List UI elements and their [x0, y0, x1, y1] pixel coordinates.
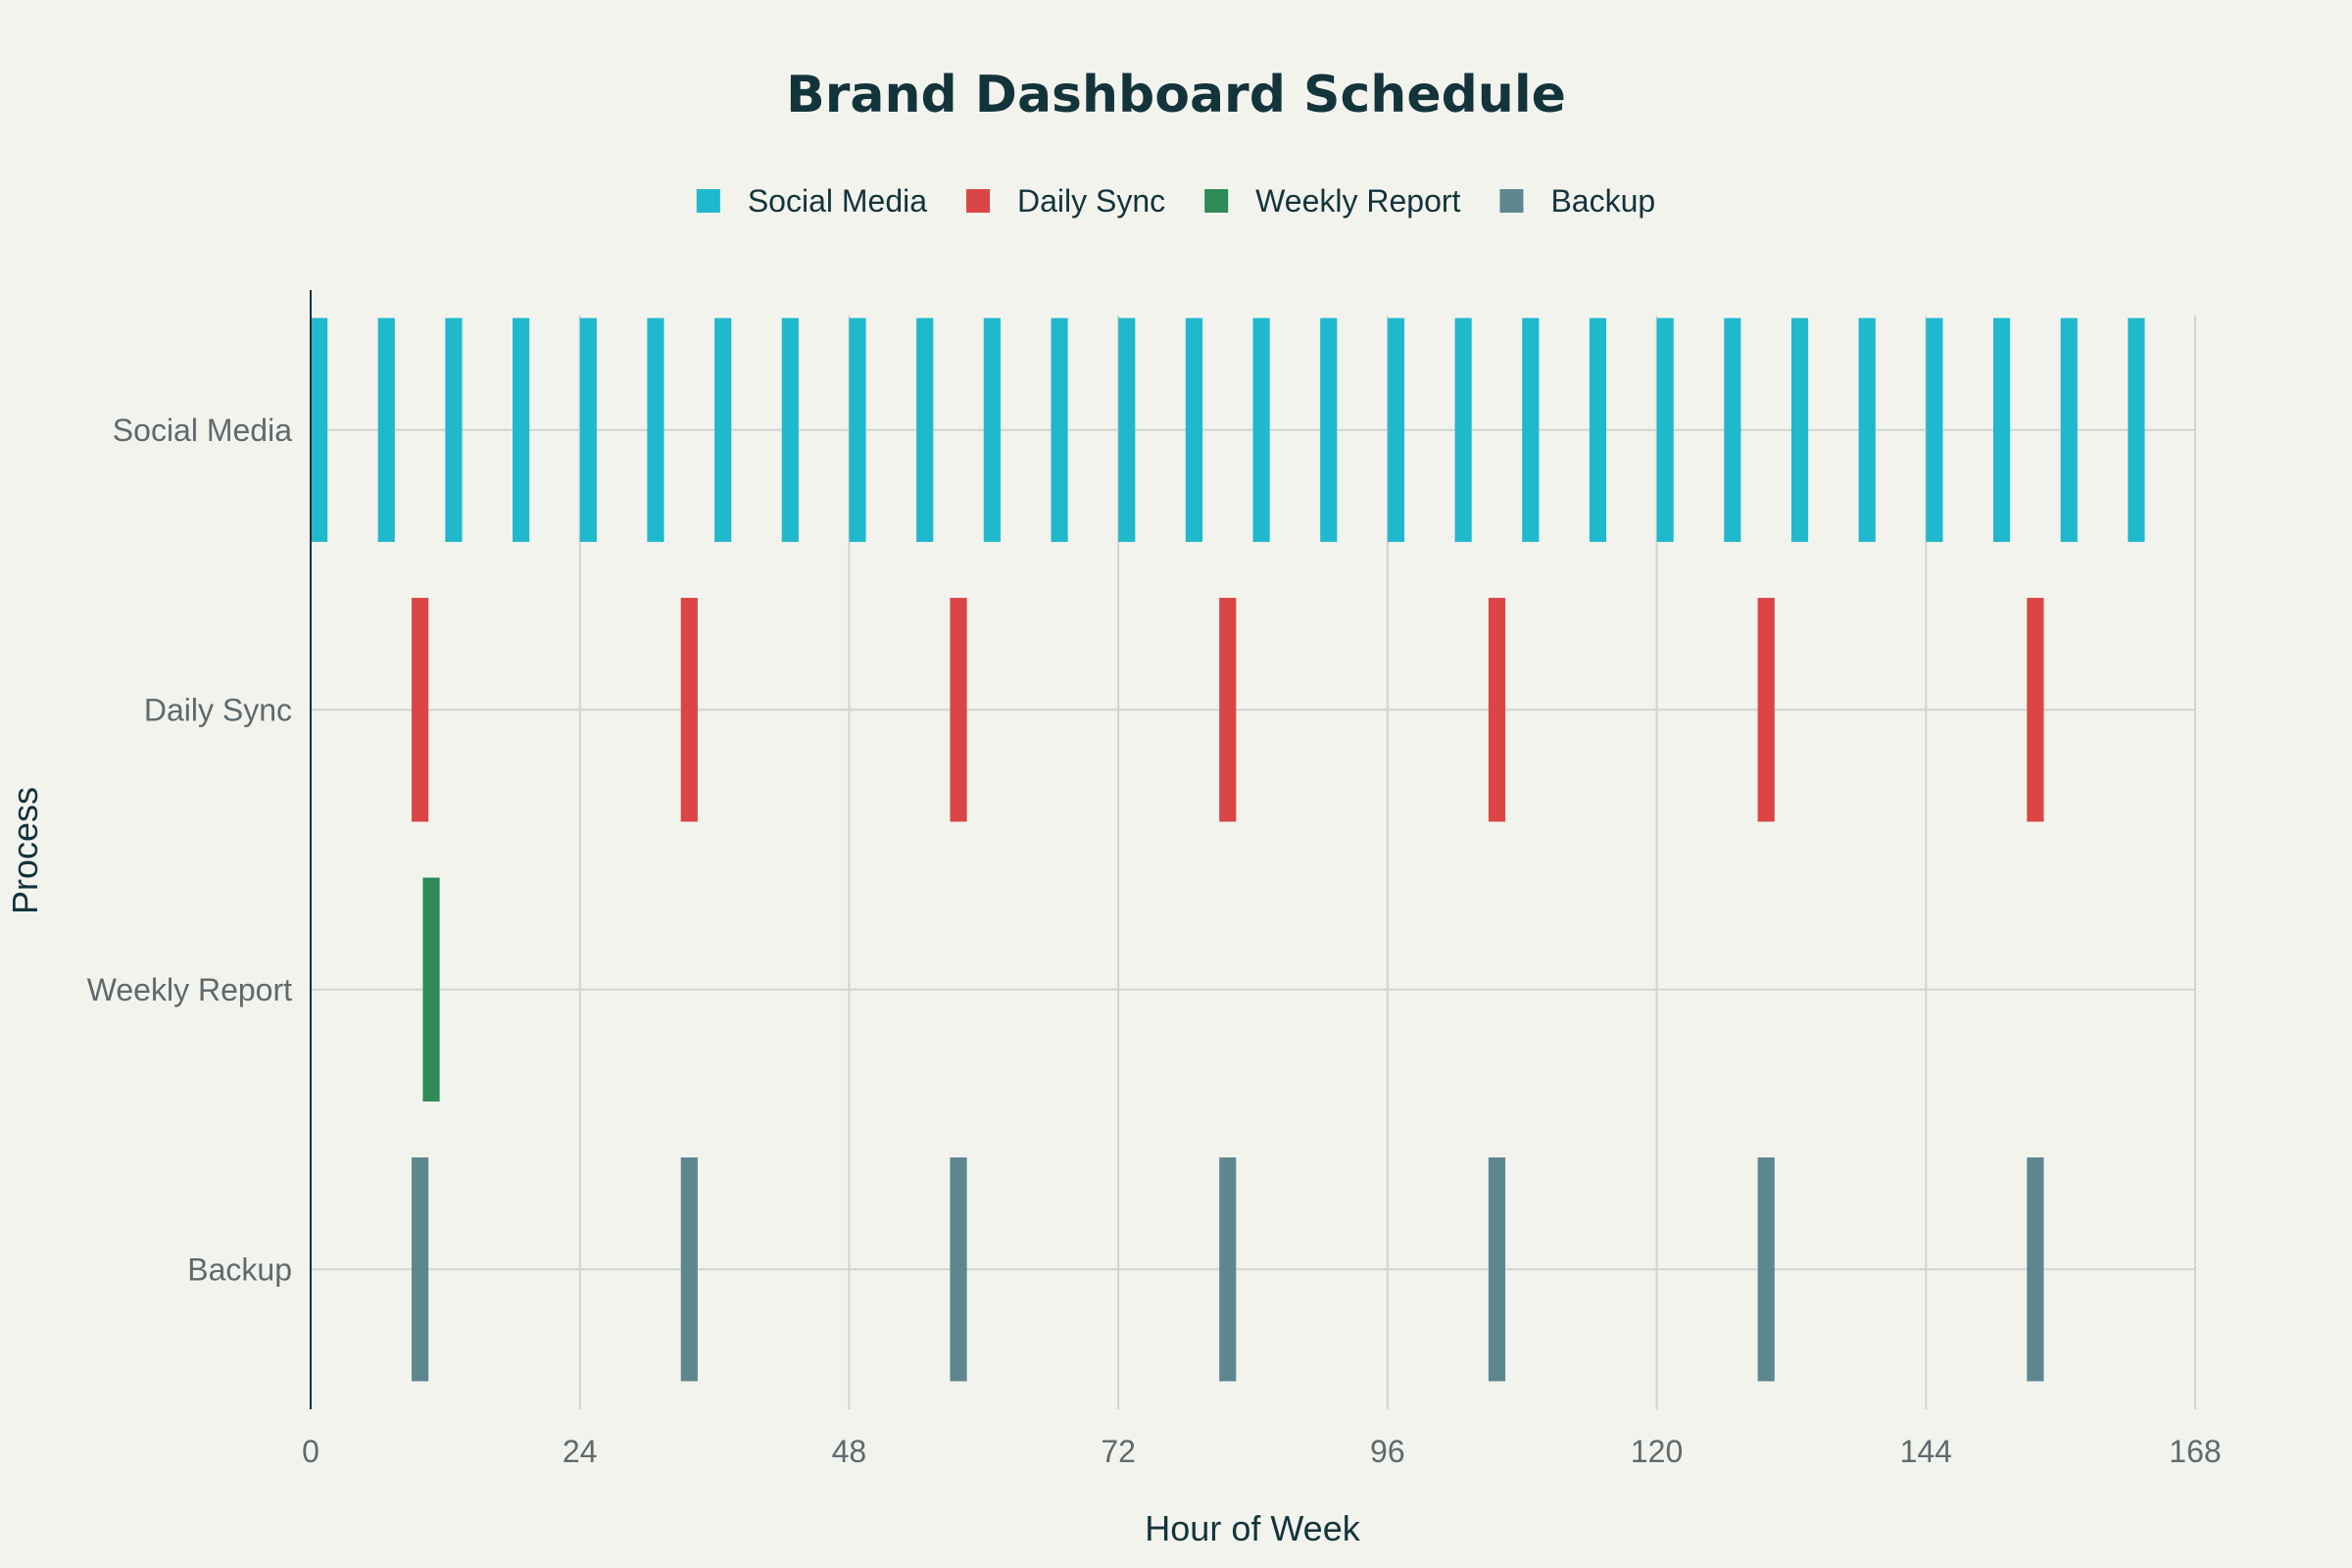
schedule-bar[interactable]	[1757, 598, 1775, 822]
schedule-bar[interactable]	[1219, 1157, 1237, 1382]
legend-label: Weekly Report	[1255, 183, 1460, 219]
schedule-bar[interactable]	[2027, 1157, 2044, 1382]
schedule-bar[interactable]	[1790, 318, 1809, 542]
schedule-bar[interactable]	[1387, 318, 1405, 542]
legend-swatch	[696, 189, 720, 213]
legend-item[interactable]: Social Media	[696, 183, 927, 219]
schedule-bar[interactable]	[714, 318, 732, 542]
schedule-bar[interactable]	[781, 318, 799, 542]
schedule-bar[interactable]	[311, 318, 328, 542]
schedule-bar[interactable]	[916, 318, 934, 542]
schedule-bar[interactable]	[377, 318, 395, 542]
schedule-bar[interactable]	[983, 318, 1001, 542]
schedule-bar[interactable]	[1252, 318, 1270, 542]
schedule-bar[interactable]	[1656, 318, 1674, 542]
schedule-bar[interactable]	[849, 318, 866, 542]
schedule-bar[interactable]	[513, 318, 530, 542]
legend-item[interactable]: Backup	[1499, 183, 1655, 219]
x-tick-label: 168	[2169, 1434, 2221, 1469]
y-tick-label: Social Media	[113, 413, 292, 448]
legend[interactable]: Social Media Daily Sync Weekly Report Backu…	[696, 183, 1655, 219]
schedule-bar[interactable]	[680, 1157, 698, 1382]
schedule-bar[interactable]	[1589, 318, 1607, 542]
schedule-bar[interactable]	[412, 598, 429, 822]
schedule-bar[interactable]	[2027, 598, 2044, 822]
legend-item[interactable]: Daily Sync	[966, 183, 1165, 219]
schedule-bar[interactable]	[680, 598, 698, 822]
legend-item[interactable]: Weekly Report	[1204, 183, 1461, 219]
schedule-bar[interactable]	[1219, 598, 1237, 822]
x-tick-label: 0	[302, 1434, 319, 1469]
x-tick-label: 72	[1101, 1434, 1136, 1469]
y-tick-label: Weekly Report	[87, 972, 292, 1007]
bars	[311, 318, 2145, 1382]
schedule-bar[interactable]	[1118, 318, 1136, 542]
schedule-bar[interactable]	[1992, 318, 2011, 542]
x-tick-label: 48	[832, 1434, 867, 1469]
legend-label: Social Media	[748, 183, 927, 219]
x-tick-label: 24	[563, 1434, 598, 1469]
schedule-bar[interactable]	[412, 1157, 429, 1382]
schedule-bar[interactable]	[950, 598, 967, 822]
legend-swatch	[1499, 189, 1524, 213]
schedule-bar[interactable]	[647, 318, 664, 542]
schedule-bar[interactable]	[2060, 318, 2078, 542]
legend-label: Backup	[1550, 183, 1655, 219]
legend-swatch	[1204, 189, 1229, 213]
schedule-bar[interactable]	[1522, 318, 1540, 542]
schedule-bar[interactable]	[445, 318, 463, 542]
axes: 0 24 48 72 96 120 144 168 Social Media Daily Sync…	[87, 290, 2222, 1469]
schedule-bar[interactable]	[1858, 318, 1876, 542]
legend-label: Daily Sync	[1017, 183, 1165, 219]
schedule-bar[interactable]	[1724, 318, 1741, 542]
schedule-bar[interactable]	[579, 318, 597, 542]
y-tick-label: Daily Sync	[144, 692, 292, 727]
x-tick-label: 120	[1631, 1434, 1683, 1469]
schedule-bar[interactable]	[1488, 1157, 1506, 1382]
x-axis-title: Hour of Week	[1145, 1508, 1360, 1548]
schedule-bar[interactable]	[1051, 318, 1068, 542]
y-tick-label: Backup	[187, 1251, 292, 1287]
schedule-bar[interactable]	[1488, 598, 1506, 822]
y-axis-title: Process	[5, 787, 45, 914]
schedule-bar[interactable]	[422, 877, 440, 1102]
x-tick-label: 144	[1900, 1434, 1952, 1469]
schedule-bar[interactable]	[1185, 318, 1202, 542]
schedule-bar[interactable]	[1926, 318, 1943, 542]
chart-title: Brand Dashboard Schedule	[786, 66, 1566, 124]
legend-swatch	[966, 189, 991, 213]
schedule-bar[interactable]	[1320, 318, 1338, 542]
schedule-bar[interactable]	[1757, 1157, 1775, 1382]
schedule-bar[interactable]	[2128, 318, 2145, 542]
schedule-bar[interactable]	[950, 1157, 967, 1382]
schedule-bar[interactable]	[1454, 318, 1472, 542]
x-tick-label: 96	[1370, 1434, 1405, 1469]
